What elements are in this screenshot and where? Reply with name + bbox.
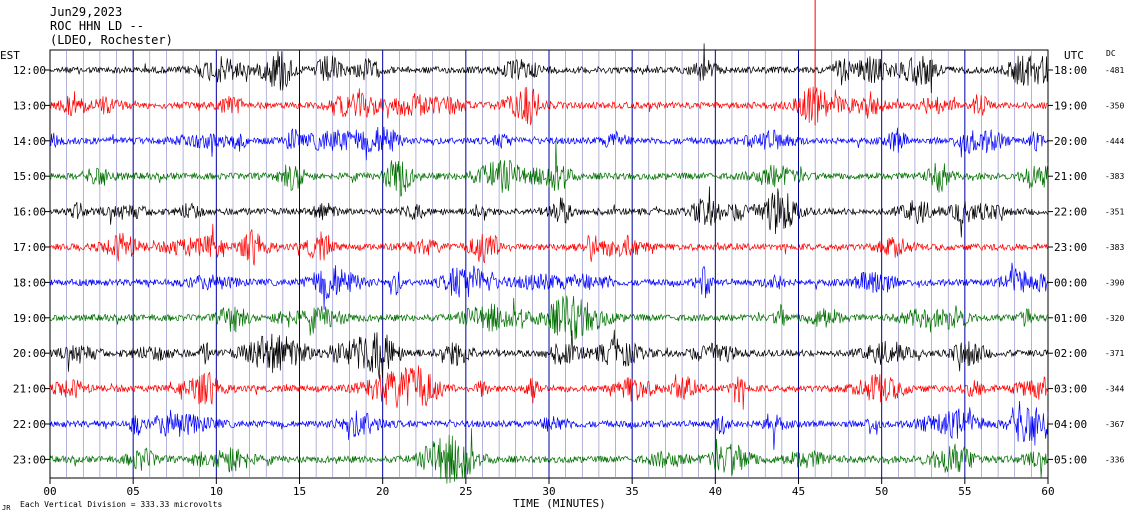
trace-line: [49, 295, 1049, 340]
x-tick-label: 20: [376, 485, 389, 498]
x-tick-label: 25: [459, 485, 472, 498]
dc-offset-label: -383: [1105, 243, 1124, 252]
trace-line: [49, 365, 1049, 410]
trace-line: [49, 126, 1049, 161]
trace-line: [49, 400, 1049, 450]
x-tick-label: 60: [1041, 485, 1054, 498]
trace-line: [49, 329, 1049, 380]
x-axis-title: TIME (MINUTES): [513, 497, 606, 510]
est-time-label: 17:00: [13, 241, 46, 254]
est-time-label: 23:00: [13, 453, 46, 466]
dc-offset-label: -320: [1105, 314, 1124, 323]
est-time-label: 16:00: [13, 206, 46, 219]
utc-time-label: 21:00: [1054, 170, 1087, 183]
est-time-label: 14:00: [13, 135, 46, 148]
dc-offset-label: -371: [1105, 349, 1124, 358]
utc-time-label: 18:00: [1054, 64, 1087, 77]
x-tick-label: 50: [875, 485, 888, 498]
dc-offset-label: -390: [1105, 278, 1124, 287]
corner-mark: JR: [2, 504, 11, 512]
trace-line: [49, 428, 1049, 484]
utc-time-label: 02:00: [1054, 347, 1087, 360]
trace-line: [49, 43, 1049, 94]
x-tick-label: 45: [792, 485, 805, 498]
est-time-label: 20:00: [13, 347, 46, 360]
dc-offset-label: -383: [1105, 172, 1124, 181]
trace-line: [49, 186, 1049, 238]
est-axis-label: EST: [0, 49, 20, 62]
dc-offset-label: -367: [1105, 420, 1124, 429]
trace-line: [49, 262, 1049, 310]
dc-offset-label: -350: [1105, 101, 1124, 110]
est-time-label: 18:00: [13, 276, 46, 289]
dc-offset-label: -336: [1105, 455, 1124, 464]
utc-time-label: 20:00: [1054, 135, 1087, 148]
est-time-label: 21:00: [13, 383, 46, 396]
est-time-label: 19:00: [13, 312, 46, 325]
x-tick-label: 05: [127, 485, 140, 498]
x-tick-label: 10: [210, 485, 223, 498]
utc-time-label: 00:00: [1054, 276, 1087, 289]
x-tick-label: 30: [542, 485, 555, 498]
x-tick-label: 15: [293, 485, 306, 498]
header-station: ROC HHN LD --: [50, 19, 144, 33]
utc-time-label: 05:00: [1054, 453, 1087, 466]
utc-time-label: 22:00: [1054, 206, 1087, 219]
x-tick-label: 40: [709, 485, 722, 498]
est-time-label: 12:00: [13, 64, 46, 77]
utc-axis-label: UTC: [1064, 49, 1084, 62]
header-network: (LDEO, Rochester): [50, 33, 173, 47]
trace-line: [49, 86, 1049, 126]
dc-offset-label: -344: [1105, 385, 1124, 394]
dc-offset-label: -481: [1105, 66, 1124, 75]
utc-time-label: 19:00: [1054, 99, 1087, 112]
x-tick-label: 35: [626, 485, 639, 498]
trace-line: [49, 140, 1049, 197]
utc-time-label: 01:00: [1054, 312, 1087, 325]
dc-offset-label: -444: [1105, 137, 1124, 146]
trace-line: [49, 223, 1049, 266]
header-date: Jun29,2023: [50, 5, 123, 19]
x-tick-label: 55: [958, 485, 971, 498]
dc-column-label: DC: [1106, 49, 1116, 58]
utc-time-label: 04:00: [1054, 418, 1087, 431]
utc-time-label: 03:00: [1054, 383, 1087, 396]
est-time-label: 22:00: [13, 418, 46, 431]
est-time-label: 13:00: [13, 99, 46, 112]
dc-offset-label: -351: [1105, 208, 1124, 217]
est-time-label: 15:00: [13, 170, 46, 183]
scale-note: Each Vertical Division = 333.33 microvol…: [20, 500, 223, 509]
x-tick-label: 00: [43, 485, 56, 498]
utc-time-label: 23:00: [1054, 241, 1087, 254]
